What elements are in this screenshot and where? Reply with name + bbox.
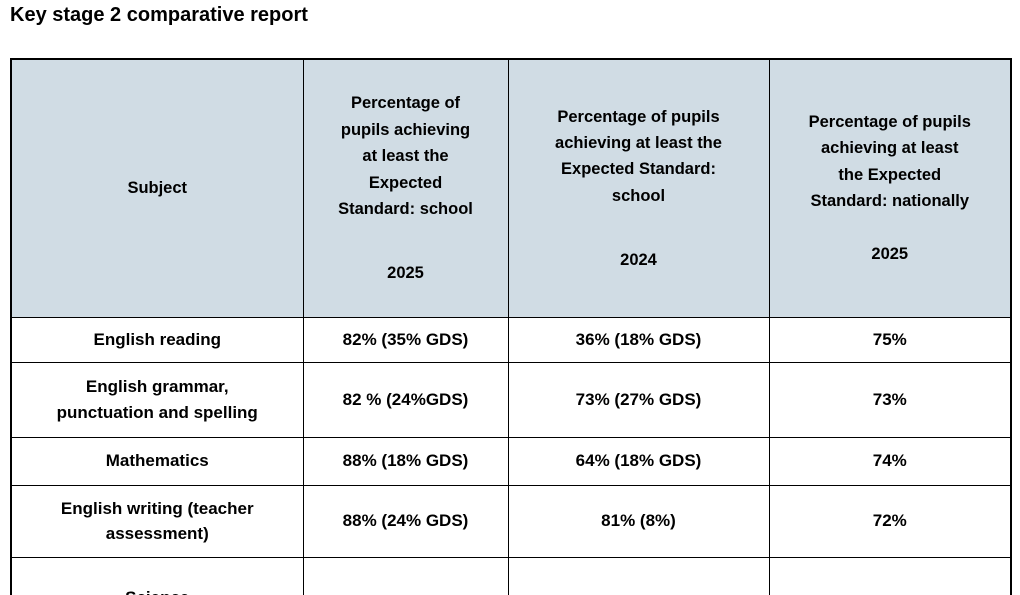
school-2024-cell: 81% (8%) [507, 484, 770, 558]
page-title: Key stage 2 comparative report [10, 4, 308, 26]
school-2024-cell: 64% (18% GDS) [507, 436, 770, 486]
school-2025-cell: 88% (18% GDS) [302, 436, 509, 486]
subject-cell: English grammar, punctuation and spellin… [10, 361, 304, 438]
subject-cell: Mathematics [10, 436, 304, 486]
subject-line-1: Science [20, 585, 295, 595]
header-school-2024: Percentage of pupils achieving at least … [507, 58, 770, 318]
header-national-2025-title: Percentage of pupils achieving at least … [808, 113, 971, 211]
national-2025-cell: 73% [768, 361, 1012, 438]
header-national-2025-year: 2025 [871, 245, 909, 264]
table-row-science: Science (teacher assessment) 100% 100% 8… [10, 556, 1012, 595]
school-2024-cell: 36% (18% GDS) [507, 316, 770, 363]
school-2024-cell: 100% [507, 556, 770, 595]
national-2025-cell: 74% [768, 436, 1012, 486]
subject-cell: Science (teacher assessment) [10, 556, 304, 595]
header-school-2025-year: 2025 [387, 263, 424, 282]
school-2025-cell: 88% (24% GDS) [302, 484, 509, 558]
national-2025-cell: 82% [768, 556, 1012, 595]
table-row-english-reading: English reading 82% (35% GDS) 36% (18% G… [10, 316, 1012, 363]
header-national-2025: Percentage of pupils achieving at least … [768, 58, 1012, 318]
national-2025-cell: 72% [768, 484, 1012, 558]
header-row: Subject Percentage of pupils achieving a… [10, 58, 1012, 318]
school-2025-cell: 100% [302, 556, 509, 595]
school-2025-cell: 82 % (24%GDS) [302, 361, 509, 438]
header-school-2024-year: 2024 [620, 250, 657, 269]
header-subject: Subject [10, 58, 304, 318]
table-row-mathematics: Mathematics 88% (18% GDS) 64% (18% GDS) … [10, 436, 1012, 486]
header-school-2025: Percentage of pupils achieving at least … [302, 58, 509, 318]
school-2025-cell: 82% (35% GDS) [302, 316, 509, 363]
ks2-comparative-table: Subject Percentage of pupils achieving a… [10, 58, 1012, 595]
national-2025-cell: 75% [768, 316, 1012, 363]
table-row-english-writing: English writing (teacher assessment) 88%… [10, 484, 1012, 558]
header-school-2025-title: Percentage of pupils achieving at least … [338, 94, 473, 218]
school-2024-cell: 73% (27% GDS) [507, 361, 770, 438]
subject-cell: English writing (teacher assessment) [10, 484, 304, 558]
header-school-2024-title: Percentage of pupils achieving at least … [555, 107, 722, 205]
subject-cell: English reading [10, 316, 304, 363]
table-row-english-gps: English grammar, punctuation and spellin… [10, 361, 1012, 438]
